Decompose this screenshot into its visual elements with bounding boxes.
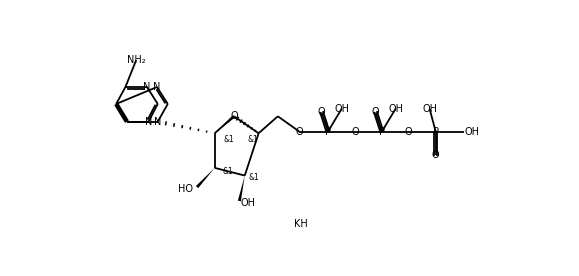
Text: O: O	[296, 127, 303, 137]
Text: P: P	[379, 127, 385, 137]
Text: P: P	[433, 127, 439, 137]
Text: O: O	[432, 150, 439, 160]
Text: O: O	[405, 127, 413, 137]
Text: KH: KH	[294, 219, 308, 229]
Polygon shape	[215, 115, 235, 133]
Text: N: N	[145, 117, 152, 127]
Text: O: O	[351, 127, 358, 137]
Text: OH: OH	[422, 104, 437, 114]
Text: N: N	[153, 82, 160, 92]
Text: O: O	[372, 107, 379, 117]
Text: O: O	[230, 111, 238, 121]
Text: &1: &1	[223, 135, 234, 144]
Text: NH₂: NH₂	[127, 55, 145, 65]
Text: &1: &1	[248, 173, 259, 182]
Text: HO: HO	[178, 184, 193, 194]
Polygon shape	[196, 168, 215, 188]
Text: N: N	[143, 82, 151, 92]
Text: OH: OH	[241, 198, 256, 208]
Text: P: P	[325, 127, 331, 137]
Text: &1: &1	[222, 167, 233, 176]
Text: OH: OH	[388, 104, 403, 114]
Text: OH: OH	[464, 127, 479, 137]
Text: O: O	[318, 107, 325, 117]
Text: &1: &1	[247, 135, 258, 144]
Text: N: N	[154, 117, 162, 127]
Polygon shape	[238, 176, 245, 201]
Text: OH: OH	[334, 104, 349, 114]
